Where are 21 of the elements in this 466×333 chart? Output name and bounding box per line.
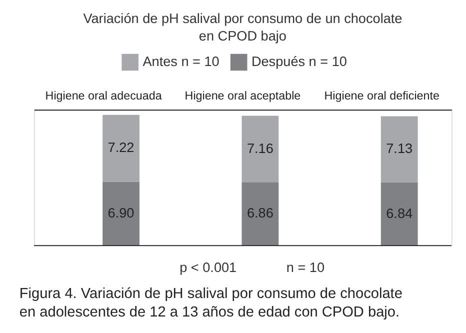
- x-tick-label: Higiene oral aceptable: [184, 89, 301, 102]
- text: n = 10: [286, 260, 325, 275]
- bar: [242, 182, 279, 246]
- data-label: 6.90: [108, 206, 135, 221]
- legend-label: Antes n = 10: [142, 54, 220, 70]
- legend-label: Después n = 10: [251, 54, 348, 70]
- bar: [102, 114, 140, 182]
- text: p < 0.001: [180, 260, 237, 275]
- text: Figura 4. Variación de pH salival por consumo de chocolate en adolescentes de 12 a 13 años de edad con CPOD bajo.: [19, 286, 402, 320]
- x-tick-label: Higiene oral deficiente: [324, 89, 440, 102]
- data-label: 7.22: [108, 140, 134, 156]
- data-label: 7.16: [246, 140, 274, 156]
- bar: [380, 182, 418, 246]
- bar: [380, 116, 418, 182]
- bar: [242, 116, 279, 182]
- bar: [102, 182, 140, 246]
- data-label: 7.13: [386, 141, 413, 156]
- data-label: 6.84: [386, 206, 413, 221]
- data-label: 6.86: [246, 206, 274, 221]
- chart-title: Variación de pH salival por consumo de un chocolate en CPOD bajo: [83, 11, 402, 44]
- x-tick-label: Higiene oral adecuada: [45, 89, 162, 102]
